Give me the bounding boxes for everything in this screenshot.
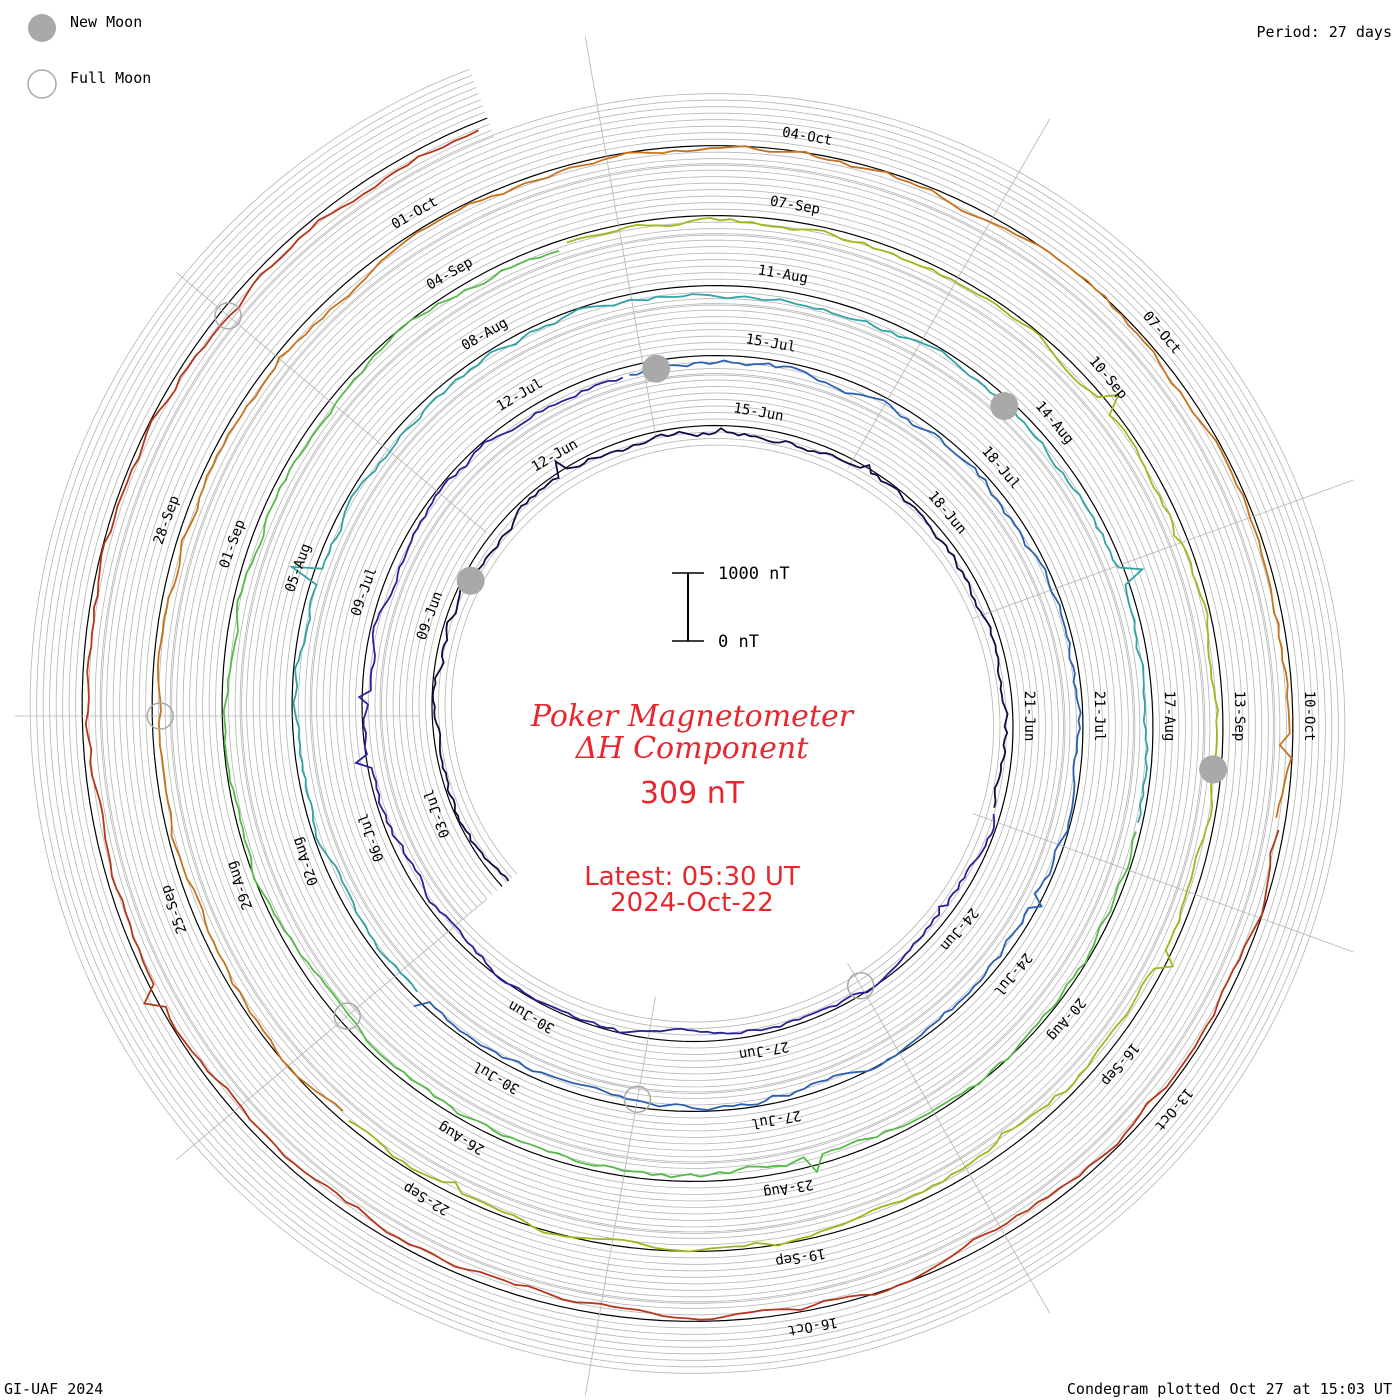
day-radial-line xyxy=(847,962,1051,1314)
grid-spiral xyxy=(29,68,1346,1374)
date-label: 26-Aug xyxy=(436,1118,488,1157)
date-label: 03-Jul xyxy=(421,787,453,840)
new-moon-marker xyxy=(1199,755,1228,784)
period-label: Period: 27 days xyxy=(1256,23,1392,41)
grid-spiral xyxy=(94,129,1281,1309)
plotted-timestamp: Condegram plotted Oct 27 at 15:03 UT xyxy=(1066,1380,1392,1398)
baseline-spiral xyxy=(81,117,1294,1322)
scale-bar-top-label: 1000 nT xyxy=(718,564,790,584)
day-radial-line xyxy=(176,272,487,534)
date-label: 19-Sep xyxy=(774,1245,827,1270)
full-moon-legend-icon xyxy=(27,69,57,99)
grid-spiral xyxy=(62,99,1313,1342)
legend-new-moon-label: New Moon xyxy=(70,13,143,31)
trace-rotation-6 xyxy=(348,216,1219,1253)
scale-bar: 1000 nT 0 nT xyxy=(672,564,790,652)
date-label: 16-Oct xyxy=(786,1314,839,1339)
date-label: 27-Jul xyxy=(750,1107,803,1132)
trace-rotation-7 xyxy=(157,145,1293,1112)
date-label: 17-Aug xyxy=(1161,691,1177,742)
day-radial-line xyxy=(847,118,1051,470)
new-moon-marker xyxy=(642,354,671,383)
grid-spiral xyxy=(49,87,1326,1355)
scale-bar-bottom-label: 0 nT xyxy=(718,632,759,652)
date-label: 25-Sep xyxy=(158,883,190,936)
day-radial-line xyxy=(972,813,1354,953)
trace-rotation-5 xyxy=(222,250,1137,1179)
new-moon-legend-icon xyxy=(28,14,56,42)
date-label: 15-Jul xyxy=(744,331,797,356)
legend-full-moon-label: Full Moon xyxy=(70,69,152,87)
chart-subtitle: ΔH Component xyxy=(575,731,809,766)
latest-time: Latest: 05:30 UT xyxy=(584,862,800,892)
trace-rotation-3 xyxy=(413,359,1082,1111)
grid-spiral xyxy=(88,123,1287,1316)
full-moon-marker xyxy=(214,302,242,330)
grid-spiral xyxy=(42,80,1333,1361)
moon-markers xyxy=(146,302,1228,1114)
full-moon-marker xyxy=(623,1085,652,1114)
current-value: 309 nT xyxy=(640,776,745,811)
date-label: 07-Sep xyxy=(769,193,822,218)
new-moon-marker xyxy=(456,566,485,595)
date-label: 21-Jul xyxy=(1091,691,1107,742)
date-label: 21-Jun xyxy=(1021,691,1037,742)
grid-spiral xyxy=(55,93,1320,1348)
trace-rotation-8 xyxy=(84,129,1280,1321)
date-label: 13-Sep xyxy=(1231,691,1247,742)
date-label: 02-Aug xyxy=(290,835,322,888)
grid-spiral xyxy=(101,135,1274,1303)
date-label: 11-Aug xyxy=(757,262,810,287)
date-label: 23-Aug xyxy=(762,1176,815,1201)
grid-spiral xyxy=(75,111,1300,1329)
full-moon-marker xyxy=(333,1002,362,1030)
date-label: 10-Oct xyxy=(1301,691,1317,742)
date-label: 30-Jun xyxy=(506,997,558,1036)
trace-rotation-1 xyxy=(431,427,1009,882)
date-label: 22-Sep xyxy=(401,1179,453,1218)
day-radial-line xyxy=(584,996,656,1396)
trace-rotation-4 xyxy=(288,293,1149,993)
full-moon-marker xyxy=(846,971,875,1000)
chart-title: Poker Magnetometer xyxy=(530,699,855,734)
day-radial-line xyxy=(176,898,487,1160)
date-label: 06-Jul xyxy=(355,811,387,864)
day-radial-line xyxy=(972,479,1354,619)
date-label: 30-Jul xyxy=(471,1058,523,1097)
spiral-grid xyxy=(15,36,1354,1396)
date-label: 04-Oct xyxy=(781,124,834,149)
date-label: 15-Jun xyxy=(732,400,785,425)
center-title-block: Poker Magnetometer ΔH Component 309 nT L… xyxy=(530,699,855,918)
grid-spiral xyxy=(36,74,1339,1368)
credit-label: GI-UAF 2024 xyxy=(4,1380,104,1398)
date-label: 27-Jun xyxy=(738,1038,791,1063)
latest-date: 2024-Oct-22 xyxy=(610,888,774,918)
new-moon-marker xyxy=(990,392,1019,421)
full-moon-marker xyxy=(146,702,174,730)
grid-spiral xyxy=(68,105,1307,1335)
